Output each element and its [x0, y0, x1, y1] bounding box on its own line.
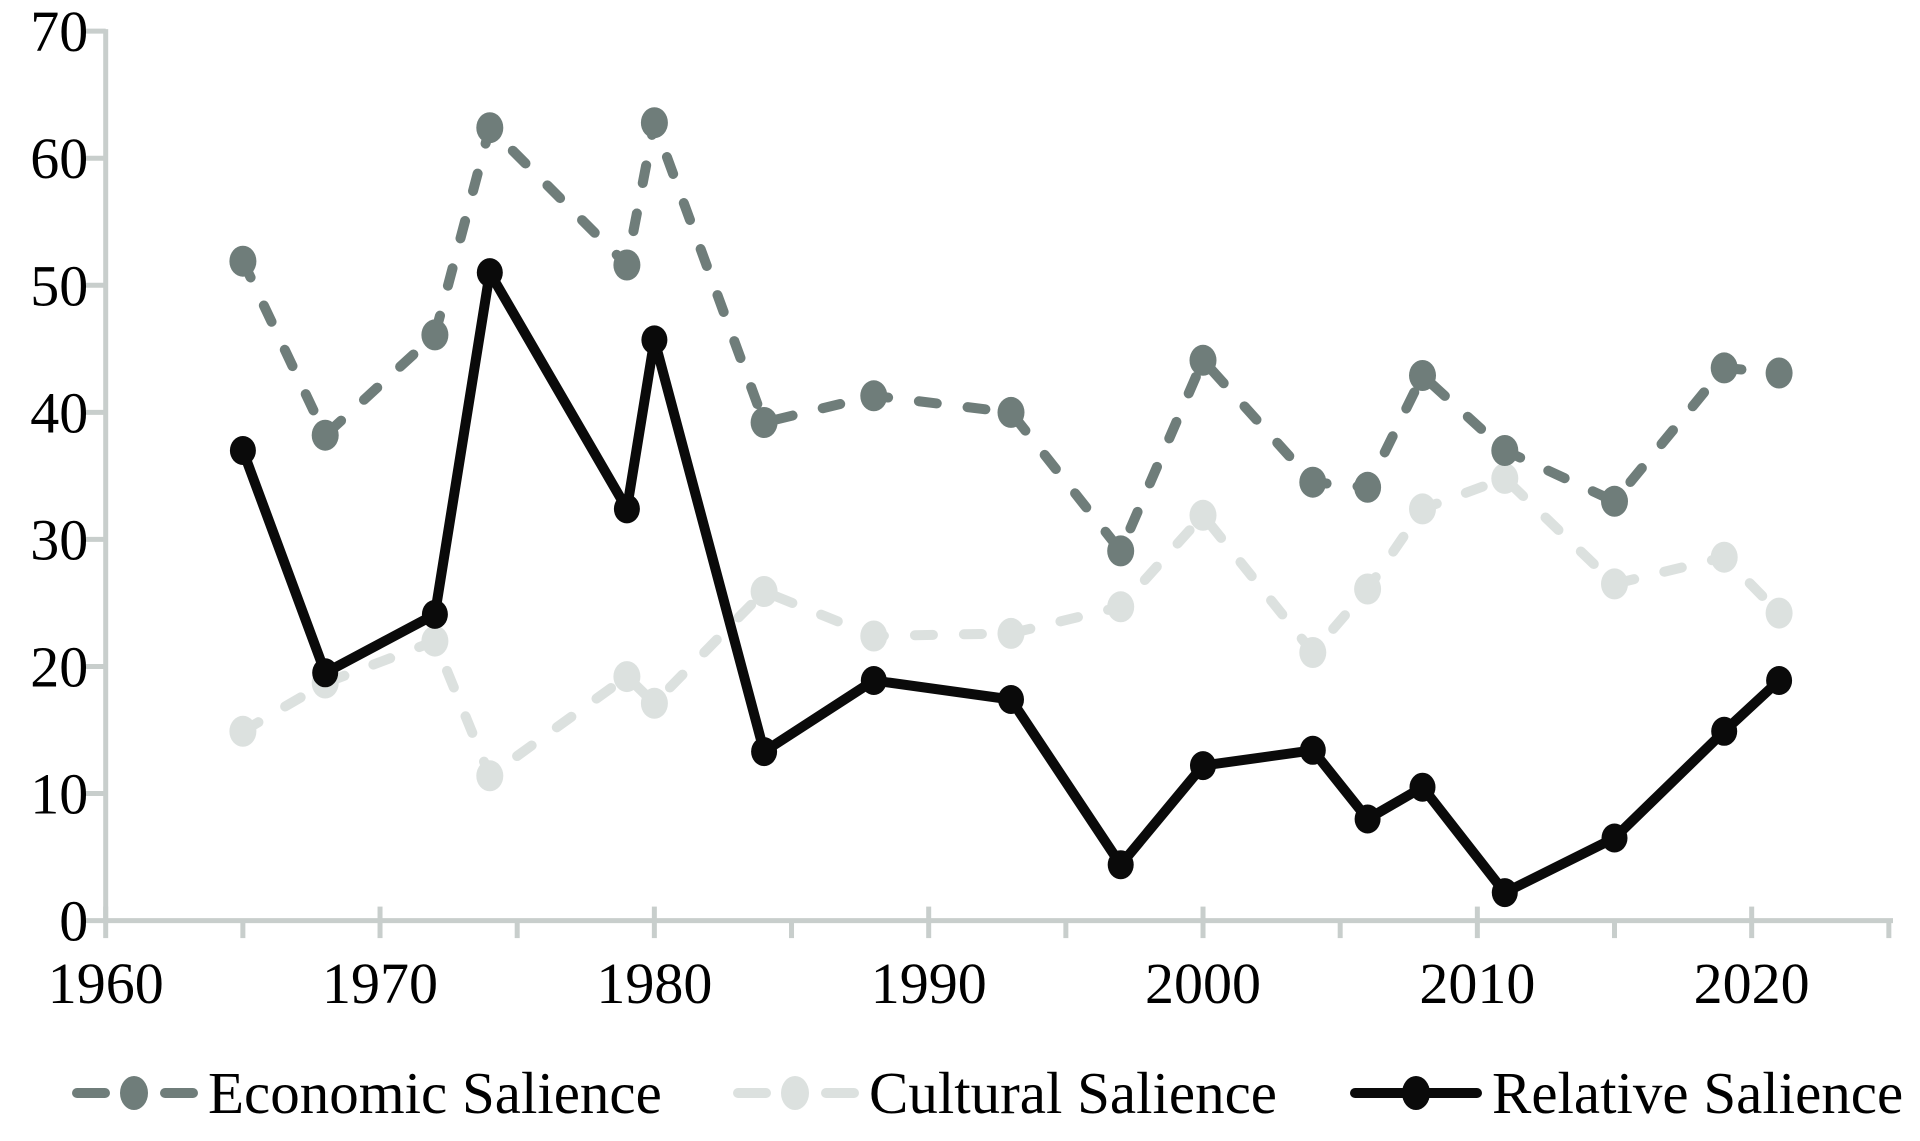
legend-item-economic-salience: Economic Salience: [72, 1048, 662, 1138]
x-tick-label: 1980: [596, 951, 712, 1016]
data-point-relative-salience-1965: [229, 436, 256, 465]
salience-line-chart: 0 10 20 30 40 50 60 70 1960 1970 1980 1990 2000 2010 2…: [30, 0, 1893, 1016]
data-point-economic-salience-2000: [1189, 344, 1217, 376]
data-point-relative-salience-2008: [1409, 772, 1436, 802]
series-line-cultural-salience: [237, 473, 1785, 781]
data-point-economic-salience-2004: [1299, 466, 1327, 498]
y-tick-label: 40: [30, 380, 88, 445]
data-point-economic-salience-2021: [1765, 357, 1793, 389]
y-tick-label: 30: [30, 507, 88, 572]
data-point-relative-salience-2021: [1766, 666, 1793, 695]
data-point-relative-salience-1972: [421, 599, 448, 629]
data-point-cultural-salience-2004: [1299, 637, 1327, 668]
x-tick-label: 1970: [322, 951, 438, 1016]
data-point-relative-salience-1974: [476, 258, 503, 288]
data-point-economic-salience-1980: [640, 107, 668, 139]
legend-item-cultural-salience: Cultural Salience: [733, 1048, 1277, 1138]
data-point-relative-salience-2004: [1299, 735, 1326, 765]
y-tick-label: 60: [30, 126, 88, 191]
data-point-cultural-salience-1988: [860, 620, 888, 652]
data-point-cultural-salience-1979: [613, 661, 641, 693]
series-line-economic-salience: [237, 117, 1785, 556]
data-point-cultural-salience-1965: [229, 715, 257, 747]
data-point-economic-salience-2006: [1354, 471, 1382, 503]
data-point-relative-salience-1997: [1107, 850, 1134, 880]
data-point-relative-salience-2015: [1601, 823, 1628, 853]
y-tick-label: 10: [30, 762, 88, 827]
data-point-cultural-salience-1972: [421, 625, 449, 657]
data-point-cultural-salience-1974: [476, 760, 504, 792]
data-point-economic-salience-1979: [613, 249, 641, 281]
data-point-economic-salience-1988: [860, 380, 888, 412]
data-point-economic-salience-2011: [1491, 435, 1519, 466]
data-point-cultural-salience-1980: [640, 687, 668, 719]
x-tick-label: 1990: [871, 951, 987, 1016]
data-point-relative-salience-2006: [1354, 804, 1381, 834]
y-tick-label: 50: [30, 253, 88, 318]
data-point-economic-salience-2019: [1710, 352, 1738, 384]
data-point-relative-salience-1984: [751, 737, 778, 767]
data-point-economic-salience-1984: [750, 407, 778, 438]
data-point-relative-salience-2011: [1491, 878, 1518, 908]
data-point-cultural-salience-2000: [1189, 499, 1217, 531]
cultural-salience-legend-symbol: [733, 1076, 859, 1110]
relative-salience-legend-symbol: [1350, 1076, 1482, 1110]
data-point-cultural-salience-2021: [1765, 597, 1793, 629]
y-tick-label: 20: [30, 634, 88, 699]
data-point-cultural-salience-1993: [997, 617, 1025, 649]
data-point-relative-salience-1979: [613, 494, 640, 524]
data-point-relative-salience-2019: [1711, 716, 1738, 746]
data-point-economic-salience-2008: [1409, 360, 1436, 391]
data-point-economic-salience-1972: [421, 319, 449, 351]
data-point-cultural-salience-1997: [1107, 591, 1135, 623]
x-tick-label: 2000: [1145, 951, 1261, 1016]
data-point-economic-salience-2015: [1601, 485, 1628, 517]
data-point-relative-salience-1993: [998, 685, 1024, 714]
series-line-relative-salience: [237, 267, 1785, 898]
data-point-cultural-salience-1984: [750, 576, 778, 607]
legend-label-economic-salience: Economic Salience: [208, 1059, 662, 1126]
data-point-relative-salience-1968: [312, 658, 339, 688]
data-point-cultural-salience-2015: [1601, 568, 1628, 600]
data-point-economic-salience-1993: [997, 396, 1025, 428]
data-point-relative-salience-2000: [1190, 751, 1216, 781]
data-point-cultural-salience-2019: [1710, 541, 1738, 573]
legend-label-relative-salience: Relative Salience: [1492, 1059, 1904, 1126]
legend-label-cultural-salience: Cultural Salience: [869, 1059, 1277, 1126]
data-point-economic-salience-1965: [229, 245, 257, 277]
data-point-cultural-salience-2008: [1409, 493, 1436, 525]
chart-legend: Economic Salience Cultural Salience Rela…: [0, 1048, 1920, 1138]
y-tick-label: 0: [59, 889, 88, 954]
data-point-cultural-salience-2011: [1491, 462, 1519, 494]
data-point-relative-salience-1980: [641, 325, 668, 355]
x-tick-label: 2010: [1419, 951, 1535, 1016]
economic-salience-legend-symbol: [72, 1076, 198, 1110]
legend-item-relative-salience: Relative Salience: [1350, 1048, 1903, 1138]
y-tick-label: 70: [30, 0, 88, 64]
x-tick-label: 2020: [1694, 951, 1810, 1016]
data-point-economic-salience-1968: [311, 419, 339, 451]
data-point-cultural-salience-2006: [1354, 573, 1382, 605]
data-point-relative-salience-1988: [860, 666, 887, 695]
data-point-economic-salience-1974: [476, 112, 504, 144]
x-tick-label: 1960: [48, 951, 164, 1016]
data-point-economic-salience-1997: [1107, 535, 1135, 567]
